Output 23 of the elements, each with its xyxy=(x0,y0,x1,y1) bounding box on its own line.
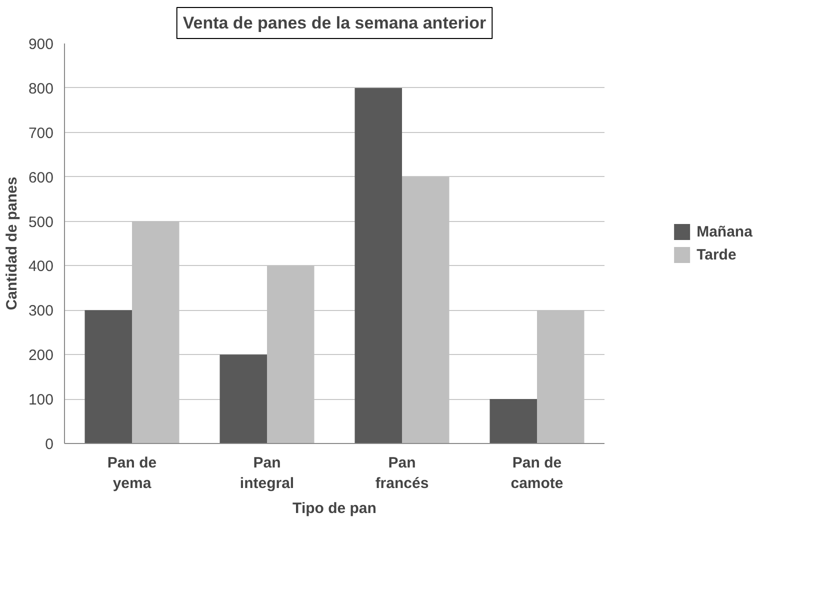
chart-title: Venta de panes de la semana anterior xyxy=(182,14,487,32)
bar xyxy=(354,88,402,444)
x-tick-label: Pan de yema xyxy=(107,454,157,492)
y-tick-label: 900 xyxy=(28,36,54,53)
y-tick-label: 300 xyxy=(28,302,54,320)
y-tick-label: 700 xyxy=(28,124,54,142)
legend-label: Mañana xyxy=(696,223,752,240)
y-tick-label: 500 xyxy=(28,214,54,231)
x-tick-label: Pan de camote xyxy=(510,454,564,492)
y-tick-label: 100 xyxy=(28,392,54,409)
bar xyxy=(490,399,537,444)
y-tick-label: 800 xyxy=(28,80,54,98)
bar xyxy=(220,354,267,444)
y-tick-label: 200 xyxy=(28,347,54,364)
legend-label: Tarde xyxy=(696,246,736,263)
y-axis-title: Cantidad de panes xyxy=(3,176,20,310)
y-tick-label: 0 xyxy=(45,436,54,453)
x-axis-title: Tipo de pan xyxy=(292,500,376,517)
y-tick-label: 400 xyxy=(28,258,54,276)
x-tick-label: Pan integral xyxy=(240,454,294,492)
x-tick-label: Pan francés xyxy=(375,454,429,492)
y-tick-label: 600 xyxy=(28,169,54,186)
bar xyxy=(84,310,132,444)
